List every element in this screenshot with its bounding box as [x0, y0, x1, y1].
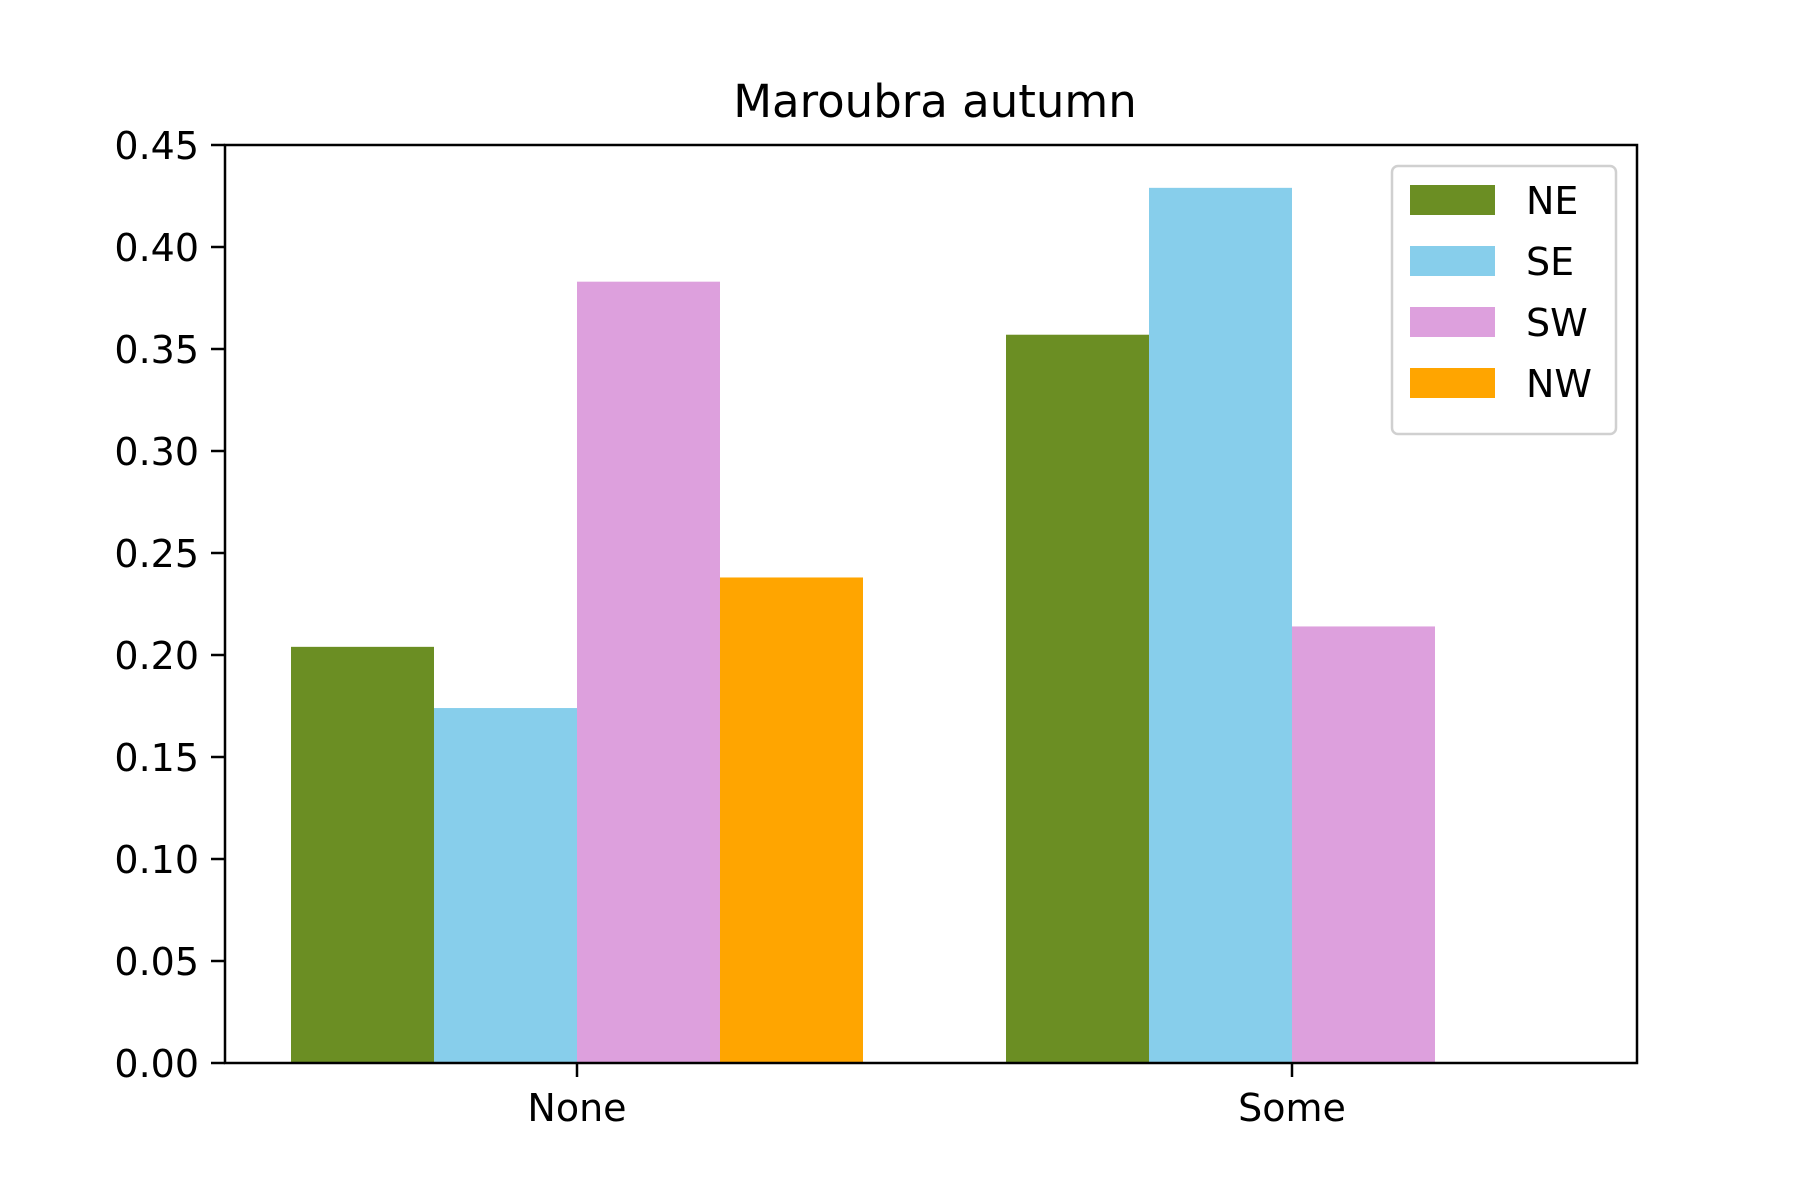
y-tick-label: 0.05 — [114, 940, 199, 984]
y-tick-label: 0.30 — [114, 430, 199, 474]
x-axis: None Some — [527, 1063, 1346, 1130]
chart-title: Maroubra autumn — [733, 75, 1137, 128]
bar-se-none — [434, 708, 577, 1063]
y-tick-label: 0.15 — [114, 736, 199, 780]
x-tick-label: Some — [1238, 1086, 1346, 1130]
bar-sw-none — [577, 281, 720, 1063]
bar-sw-some — [1292, 626, 1435, 1063]
legend-swatch-ne — [1410, 185, 1495, 215]
x-tick-label: None — [527, 1086, 626, 1130]
legend-label-sw: SW — [1526, 301, 1588, 345]
legend-label-ne: NE — [1526, 179, 1578, 223]
y-tick-label: 0.00 — [114, 1042, 199, 1086]
y-axis: 0.00 0.05 0.10 0.15 0.20 0.25 0.30 0.35 0.40 0.45 — [114, 124, 225, 1086]
bar-ne-some — [1006, 334, 1149, 1064]
y-tick-label: 0.35 — [114, 328, 199, 372]
legend: NE SE SW NW — [1390, 164, 1618, 436]
legend-swatch-se — [1410, 246, 1495, 276]
bar-nw-none — [720, 577, 863, 1063]
bar-ne-none — [291, 646, 434, 1063]
bar-se-some — [1149, 187, 1292, 1064]
legend-box — [1390, 164, 1618, 436]
legend-label-nw: NW — [1526, 362, 1592, 406]
legend-swatch-sw — [1410, 307, 1495, 337]
legend-swatch-nw — [1410, 368, 1495, 398]
plot-frame — [223, 143, 1639, 1065]
y-tick-label: 0.40 — [114, 226, 199, 270]
y-tick-label: 0.45 — [114, 124, 199, 168]
y-tick-label: 0.10 — [114, 838, 199, 882]
bars-layer — [291, 187, 1435, 1064]
legend-label-se: SE — [1526, 240, 1574, 284]
y-tick-label: 0.25 — [114, 532, 199, 576]
y-tick-label: 0.20 — [114, 634, 199, 678]
